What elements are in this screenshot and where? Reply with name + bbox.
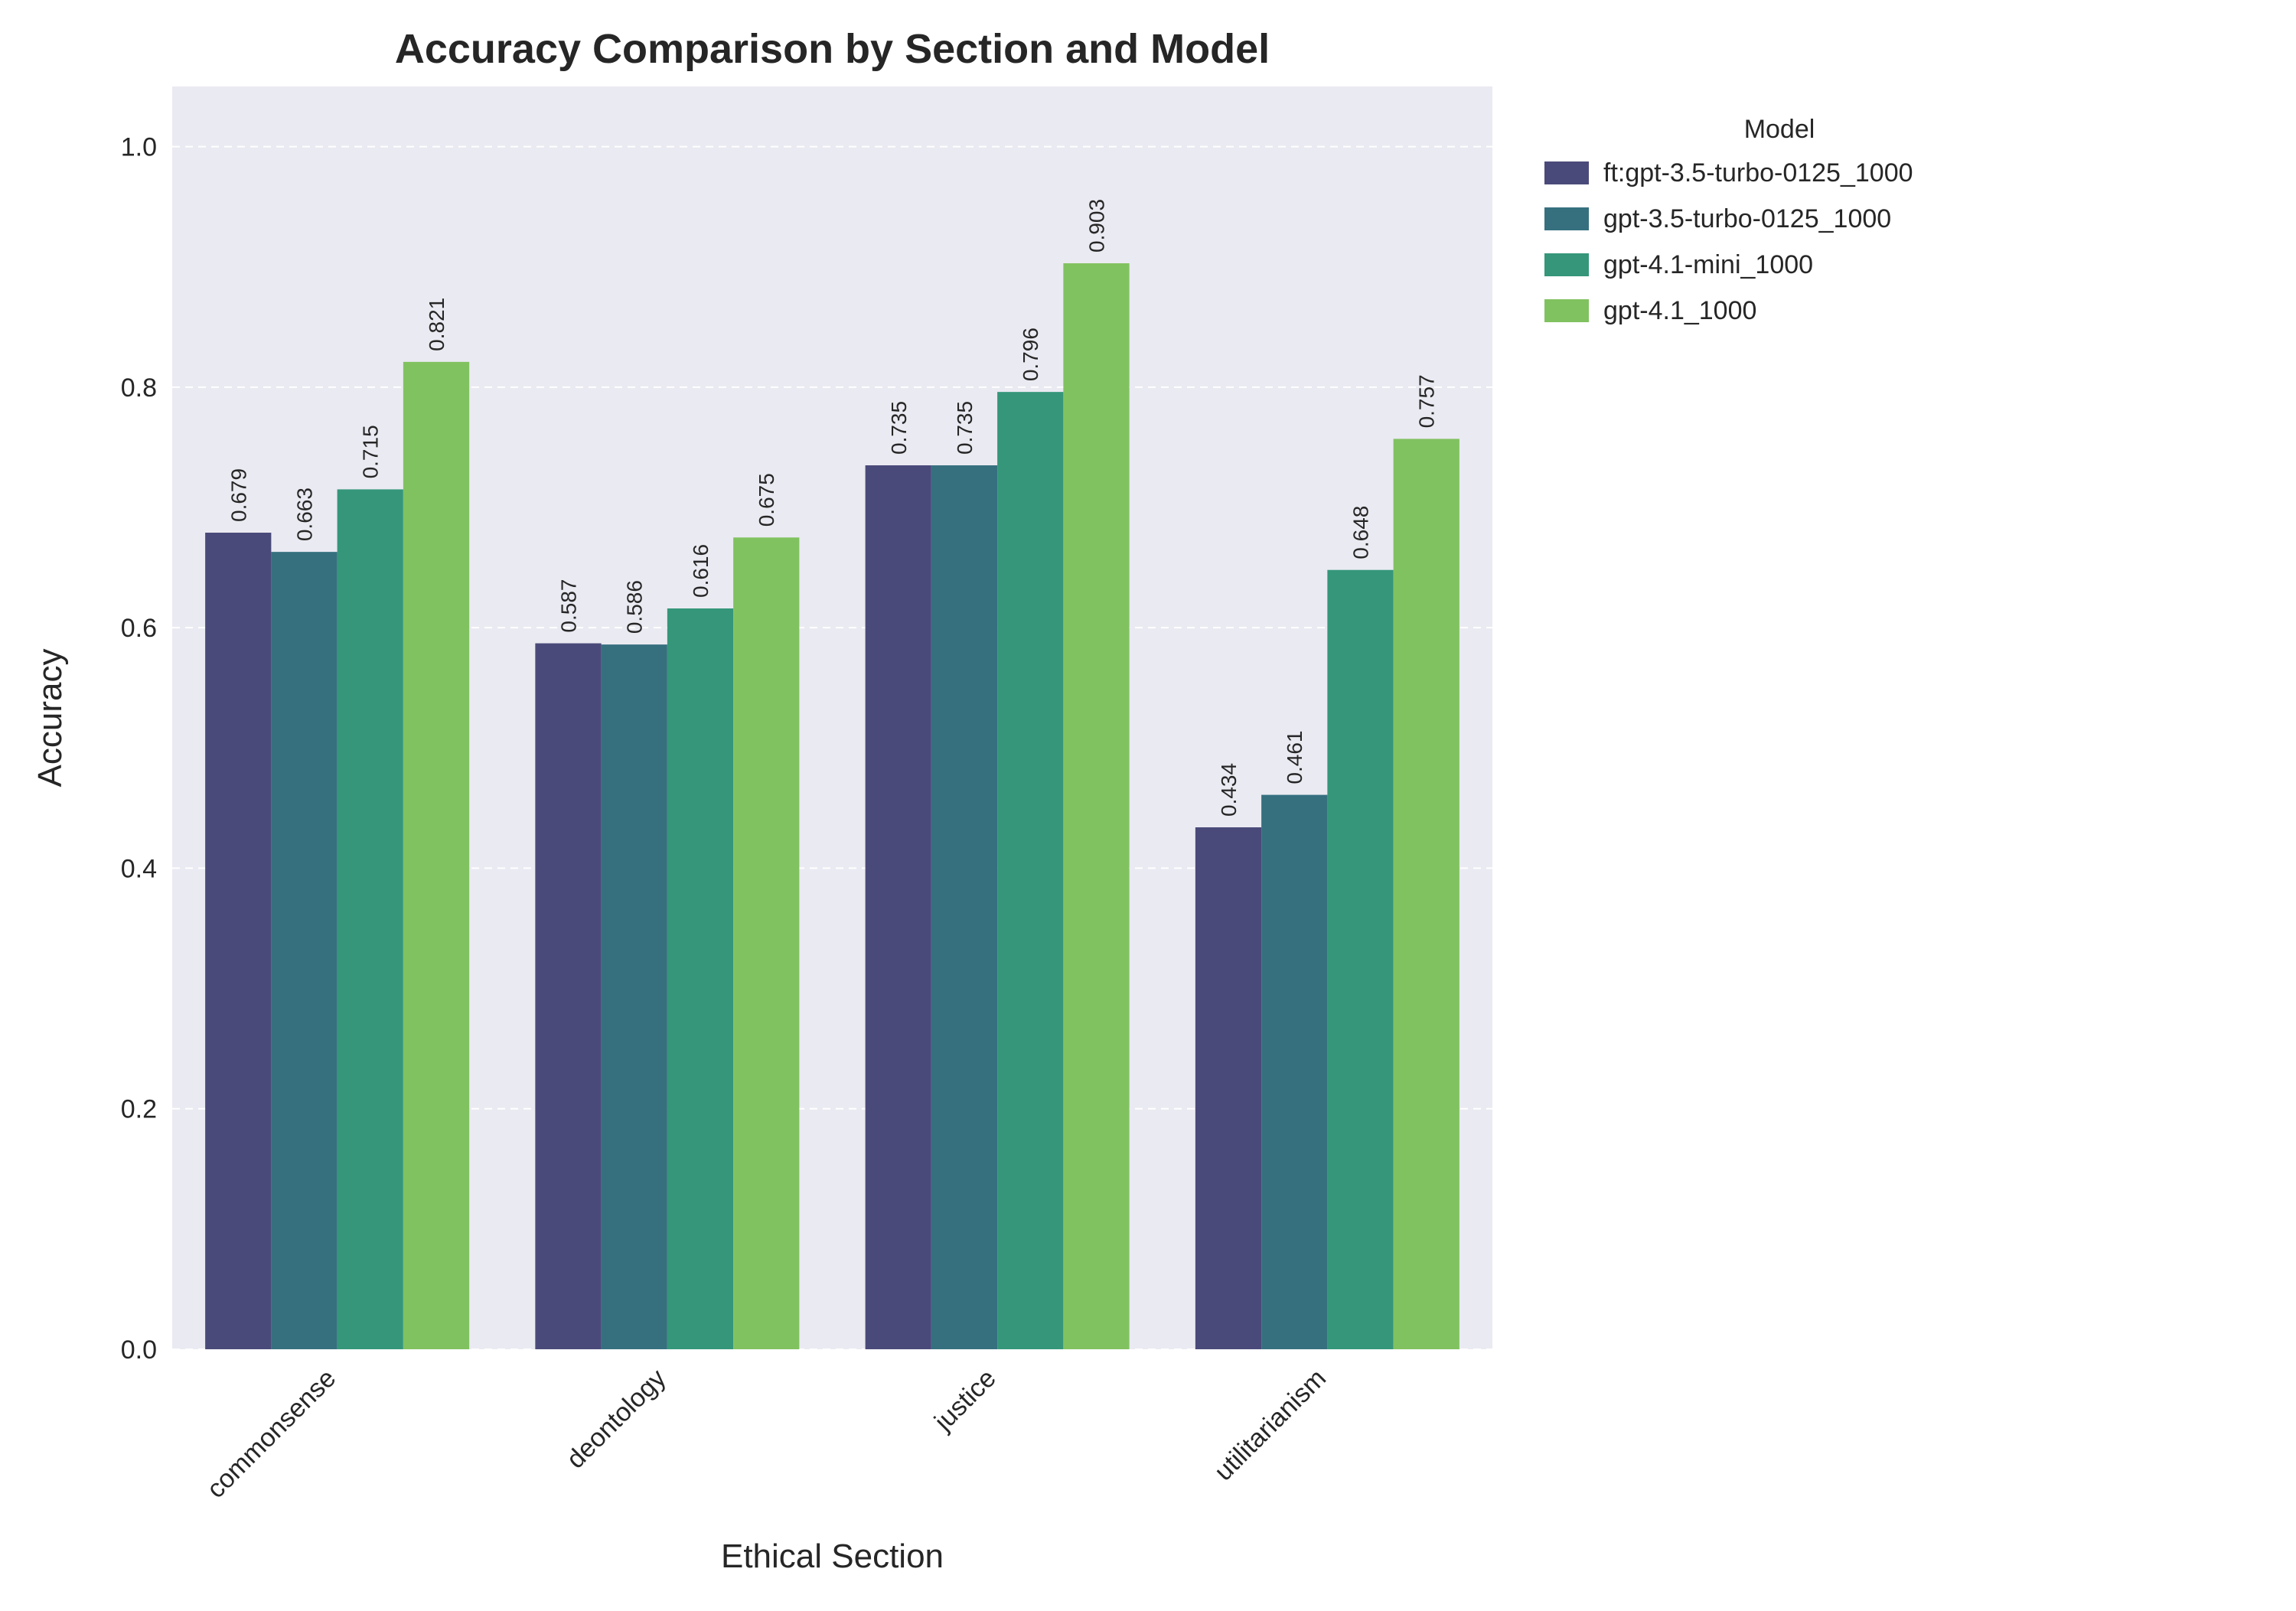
bar-value-label: 0.616 (689, 544, 713, 598)
bar (205, 533, 272, 1349)
bar-value-label: 0.715 (359, 425, 383, 478)
y-axis-ticks: 0.0 0.2 0.4 0.6 0.8 1.0 (121, 133, 157, 1365)
bar-value-label: 0.821 (425, 298, 448, 351)
x-axis-ticks: commonsense deontology justice utilitariani… (201, 1364, 1332, 1504)
legend-swatch (1544, 299, 1589, 322)
bar (1393, 439, 1459, 1349)
x-tick-label: justice (928, 1364, 1002, 1437)
bar-value-label: 0.586 (623, 580, 647, 634)
y-tick-label: 0.2 (121, 1095, 157, 1124)
legend-swatch (1544, 253, 1589, 276)
bar (931, 465, 998, 1349)
x-tick-label: utilitarianism (1209, 1364, 1332, 1486)
bar-value-label: 0.675 (755, 473, 778, 527)
bar (601, 644, 667, 1349)
bar-value-label: 0.663 (293, 488, 317, 541)
y-tick-label: 0.0 (121, 1335, 157, 1365)
bar (1327, 569, 1394, 1349)
legend-label: gpt-4.1-mini_1000 (1603, 250, 1813, 279)
bar-value-label: 0.461 (1283, 730, 1306, 784)
bar (865, 465, 931, 1349)
bar-value-label: 0.757 (1415, 374, 1439, 428)
y-tick-label: 0.8 (121, 373, 157, 403)
legend-label: gpt-4.1_1000 (1603, 296, 1756, 325)
bar (337, 489, 403, 1349)
bar (667, 608, 734, 1349)
bar (997, 392, 1064, 1350)
bar-value-label: 0.648 (1349, 506, 1373, 559)
legend-title: Model (1744, 115, 1815, 144)
bar (403, 361, 470, 1349)
chart-title: Accuracy Comparison by Section and Model (395, 26, 1270, 72)
bars (205, 263, 1459, 1350)
y-tick-label: 0.6 (121, 614, 157, 643)
y-tick-label: 1.0 (121, 133, 157, 162)
bar (1261, 794, 1328, 1349)
legend-swatch (1544, 161, 1589, 184)
bar-value-label: 0.903 (1085, 199, 1109, 253)
y-tick-label: 0.4 (121, 854, 157, 883)
bar (1195, 827, 1262, 1349)
bar (733, 537, 800, 1350)
bar (535, 643, 602, 1349)
y-axis-label: Accuracy (31, 649, 69, 788)
bar-value-labels: 0.679 0.663 0.715 0.821 0.587 0.586 0.616 0.675… (227, 199, 1439, 817)
legend-swatch (1544, 207, 1589, 230)
bar (1063, 263, 1130, 1349)
bar-value-label: 0.434 (1217, 763, 1241, 817)
x-tick-label: deontology (561, 1364, 672, 1475)
x-tick-label: commonsense (201, 1364, 341, 1504)
bar (271, 552, 338, 1350)
legend: Model ft:gpt-3.5-turbo-0125_1000 gpt-3.5-… (1544, 115, 1913, 325)
x-axis-label: Ethical Section (721, 1538, 944, 1575)
bar-value-label: 0.679 (227, 468, 250, 522)
bar-value-label: 0.796 (1019, 328, 1042, 381)
bar-value-label: 0.735 (887, 401, 911, 455)
legend-label: gpt-3.5-turbo-0125_1000 (1603, 204, 1891, 233)
bar-value-label: 0.735 (953, 401, 977, 455)
legend-label: ft:gpt-3.5-turbo-0125_1000 (1603, 158, 1913, 188)
bar-value-label: 0.587 (557, 579, 581, 632)
